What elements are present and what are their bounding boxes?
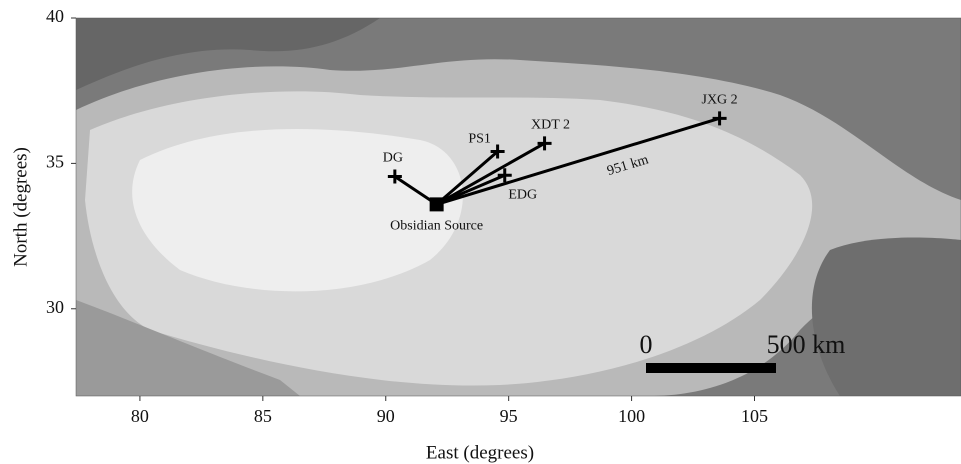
site-label: JXG 2 bbox=[702, 93, 738, 108]
site-label: EDG bbox=[508, 188, 537, 203]
y-tick-label: 30 bbox=[46, 297, 64, 317]
scale-bar bbox=[646, 363, 776, 373]
source-marker bbox=[430, 197, 444, 211]
site-label: PS1 bbox=[468, 132, 491, 147]
x-tick-label: 95 bbox=[500, 406, 518, 426]
y-tick-label: 40 bbox=[46, 6, 64, 26]
x-axis-label: East (degrees) bbox=[426, 442, 534, 463]
x-tick-label: 90 bbox=[377, 406, 395, 426]
y-tick-label: 35 bbox=[46, 152, 64, 172]
map: East (degrees) North (degrees) 951 km 0 … bbox=[0, 0, 961, 464]
y-axis-label: North (degrees) bbox=[10, 147, 31, 267]
x-tick-label: 100 bbox=[618, 406, 645, 426]
scale-label: 0 bbox=[640, 330, 653, 359]
scale-label: 500 km bbox=[767, 330, 846, 359]
x-tick-label: 85 bbox=[254, 406, 272, 426]
source-label: Obsidian Source bbox=[390, 219, 483, 234]
site-label: DG bbox=[383, 151, 403, 166]
x-tick-label: 80 bbox=[131, 406, 149, 426]
site-label: XDT 2 bbox=[531, 118, 570, 133]
x-tick-label: 105 bbox=[741, 406, 768, 426]
